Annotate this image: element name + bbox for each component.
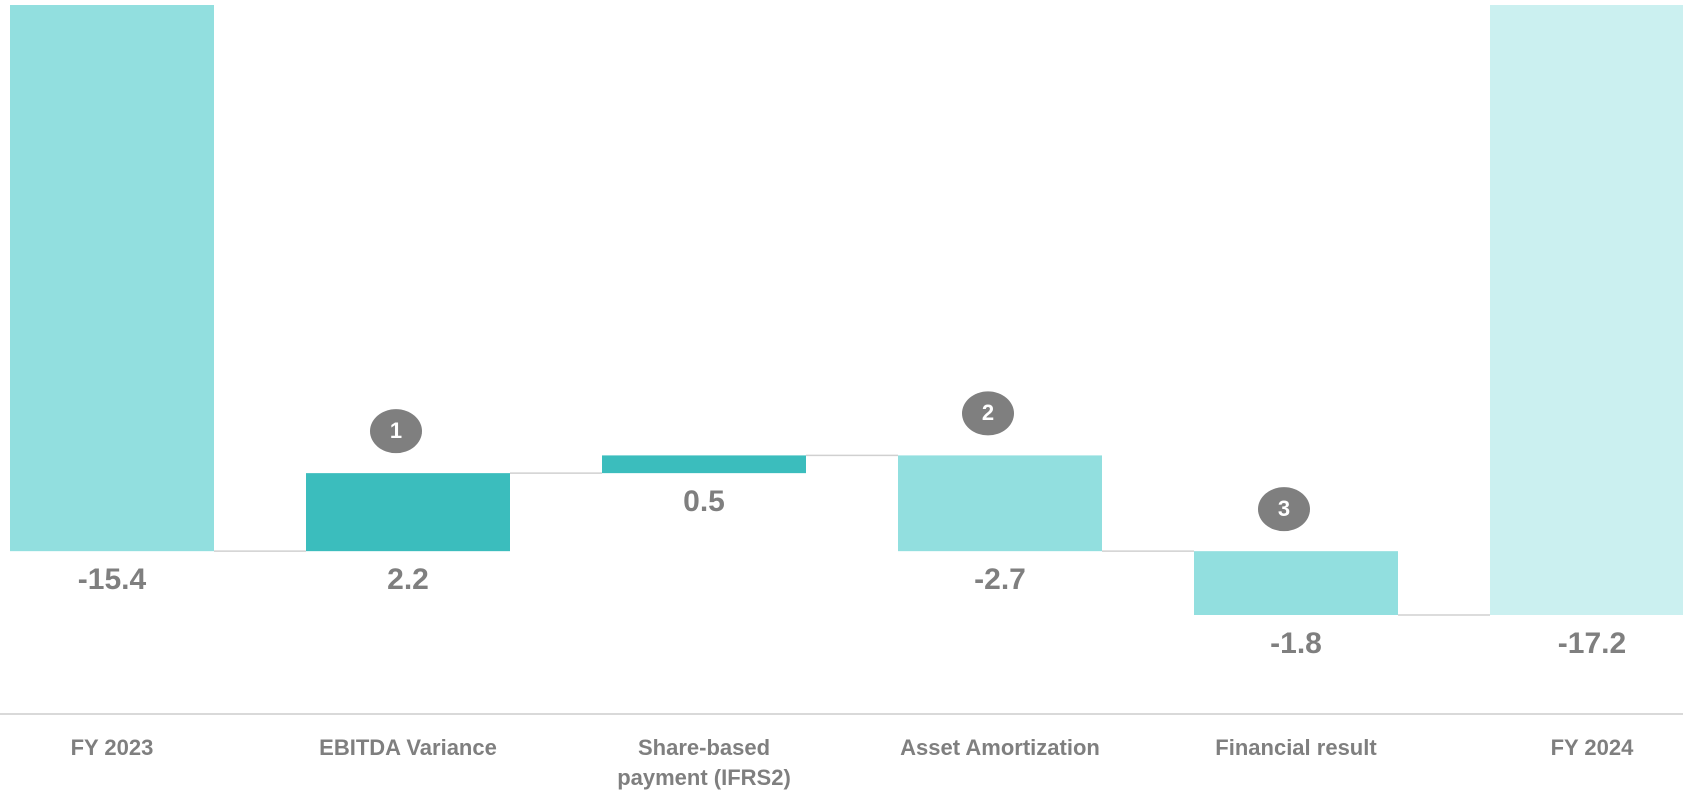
value-label: -15.4 bbox=[78, 563, 147, 596]
bar bbox=[1194, 551, 1398, 615]
value-label: -1.8 bbox=[1270, 627, 1322, 660]
marker-label: 3 bbox=[1278, 496, 1290, 521]
marker-label: 2 bbox=[982, 400, 994, 425]
x-tick-label: EBITDA Variance bbox=[319, 735, 497, 760]
x-tick-label: FY 2023 bbox=[70, 735, 154, 760]
marker-badge bbox=[962, 391, 1014, 436]
marker-label: 1 bbox=[390, 418, 402, 443]
bar bbox=[1490, 5, 1683, 615]
bar bbox=[10, 5, 214, 552]
x-tick-label: Share-based payment (IFRS2) bbox=[617, 735, 791, 790]
x-tick-label: Financial result bbox=[1215, 735, 1377, 760]
value-label: -17.2 bbox=[1558, 627, 1626, 660]
marker-badge bbox=[1258, 487, 1310, 532]
value-label: 0.5 bbox=[683, 485, 725, 518]
x-tick-label: Asset Amortization bbox=[900, 735, 1100, 760]
bar bbox=[602, 455, 806, 474]
bar bbox=[898, 455, 1102, 552]
bar bbox=[306, 473, 510, 552]
marker-badge bbox=[370, 409, 422, 454]
value-label: 2.2 bbox=[387, 563, 429, 596]
value-label: -2.7 bbox=[974, 563, 1026, 596]
x-tick-label: FY 2024 bbox=[1550, 735, 1634, 760]
